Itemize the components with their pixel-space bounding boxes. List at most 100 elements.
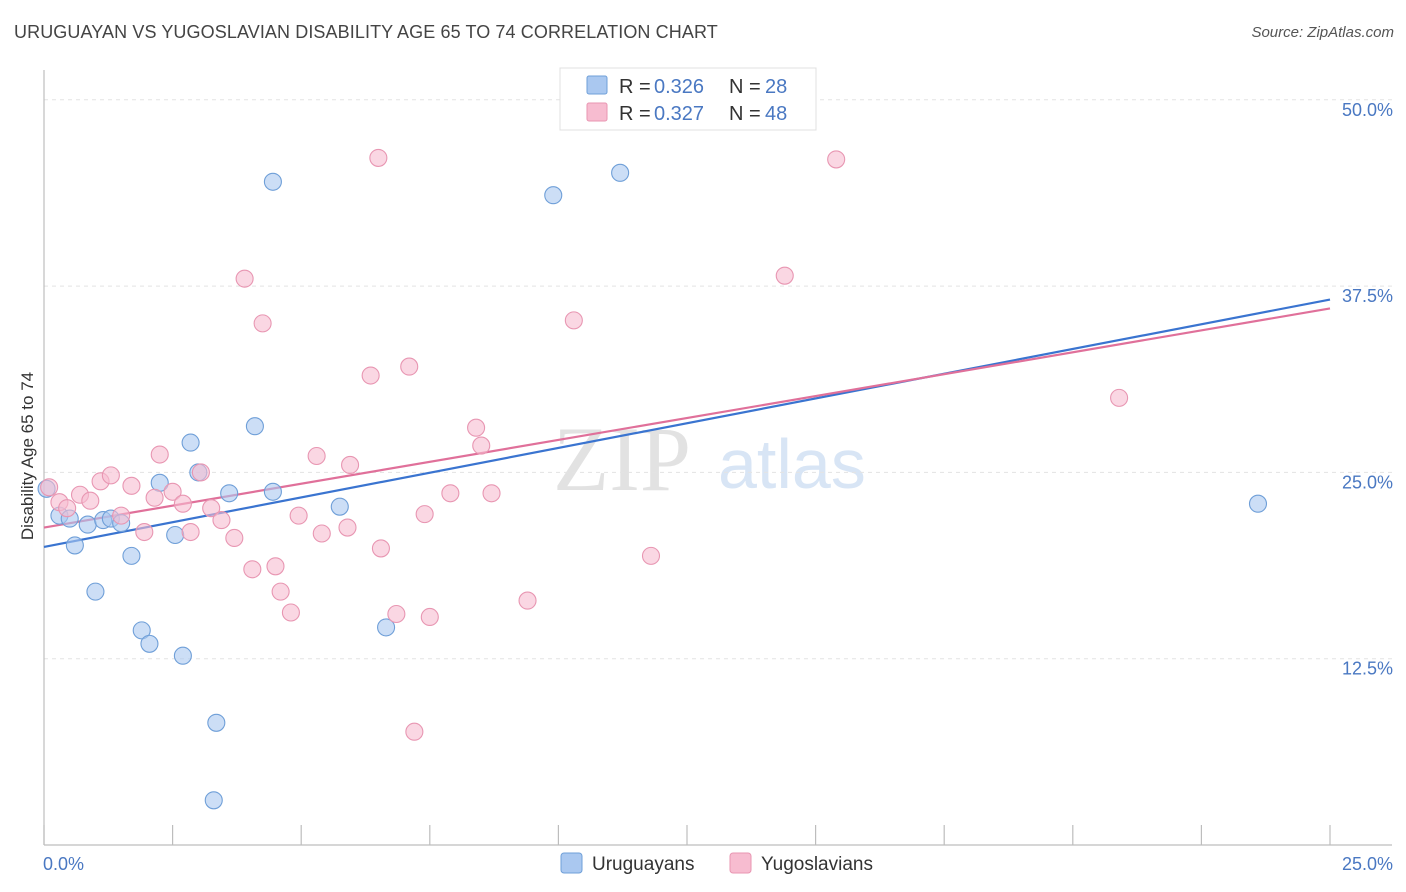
series-legend-label-uruguayans: Uruguayans <box>592 854 694 875</box>
point-yugoslavians <box>58 499 77 518</box>
point-uruguayans <box>377 618 396 637</box>
point-uruguayans <box>544 186 563 205</box>
y-tick-label: 12.5% <box>1342 659 1393 679</box>
watermark: ZIP atlas <box>553 408 866 510</box>
point-yugoslavians <box>472 436 491 455</box>
point-yugoslavians <box>40 478 59 497</box>
point-yugoslavians <box>441 484 460 503</box>
point-yugoslavians <box>81 491 100 510</box>
point-yugoslavians <box>371 539 390 558</box>
point-yugoslavians <box>467 418 486 437</box>
y-tick-label: 50.0% <box>1342 100 1393 120</box>
series-legend: Uruguayans Yugoslavians <box>560 852 873 875</box>
point-uruguayans <box>1248 494 1268 513</box>
y-tick-label: 25.0% <box>1342 472 1393 492</box>
point-yugoslavians <box>387 604 406 624</box>
point-yugoslavians <box>253 314 272 333</box>
legend-n-value-1: 28 <box>765 76 787 98</box>
point-yugoslavians <box>243 560 262 579</box>
point-yugoslavians <box>145 488 164 507</box>
series-legend-swatch-yugoslavians <box>729 852 752 874</box>
x-tick-label: 25.0% <box>1342 854 1393 874</box>
point-yugoslavians <box>150 445 169 464</box>
point-yugoslavians <box>281 603 300 622</box>
point-uruguayans <box>207 713 226 732</box>
point-yugoslavians <box>235 269 254 288</box>
data-points <box>37 148 1268 810</box>
point-yugoslavians <box>338 518 357 537</box>
point-yugoslavians <box>202 499 221 518</box>
legend-n-label-1: N = <box>729 76 761 98</box>
point-yugoslavians <box>271 582 290 601</box>
legend-n-value-2: 48 <box>765 103 787 125</box>
point-uruguayans <box>140 634 159 653</box>
point-yugoslavians <box>641 546 661 565</box>
point-yugoslavians <box>564 311 583 330</box>
point-yugoslavians <box>101 466 120 485</box>
axes <box>43 70 1392 846</box>
x-tick-label: 0.0% <box>43 854 84 874</box>
y-tick-label: 37.5% <box>1342 286 1393 306</box>
point-yugoslavians <box>122 476 141 495</box>
trend-line-yugoslavians <box>43 307 1331 529</box>
point-uruguayans <box>181 433 200 452</box>
point-yugoslavians <box>163 482 182 501</box>
point-yugoslavians <box>482 484 501 503</box>
point-uruguayans <box>263 172 282 191</box>
point-uruguayans <box>65 536 84 555</box>
series-legend-swatch-uruguayans <box>560 852 583 874</box>
point-uruguayans <box>122 546 141 565</box>
point-yugoslavians <box>181 522 200 542</box>
point-yugoslavians <box>415 505 434 524</box>
point-yugoslavians <box>289 506 308 525</box>
point-uruguayans <box>86 582 105 601</box>
source-label: Source: ZipAtlas.com <box>1251 24 1394 41</box>
point-yugoslavians <box>369 148 388 167</box>
point-yugoslavians <box>361 366 380 385</box>
point-uruguayans <box>263 482 282 501</box>
point-yugoslavians <box>307 446 326 466</box>
watermark-atlas: atlas <box>718 425 866 503</box>
trend-lines <box>43 298 1331 549</box>
point-yugoslavians <box>405 722 424 741</box>
tick-labels: 12.5% 25.0% 37.5% 50.0% 0.0% 25.0% <box>43 100 1393 874</box>
chart-title: URUGUAYAN VS YUGOSLAVIAN DISABILITY AGE … <box>14 22 718 42</box>
point-yugoslavians <box>312 524 331 543</box>
legend-r-value-1: 0.326 <box>654 76 704 98</box>
point-uruguayans <box>166 525 185 545</box>
series-legend-label-yugoslavians: Yugoslavians <box>761 854 873 875</box>
point-yugoslavians <box>212 511 231 530</box>
point-uruguayans <box>220 484 239 503</box>
point-uruguayans <box>204 791 223 810</box>
legend-r-value-2: 0.327 <box>654 103 704 125</box>
legend-r-label-1: R = <box>619 76 651 98</box>
point-uruguayans <box>611 163 630 182</box>
point-uruguayans <box>330 497 349 516</box>
point-yugoslavians <box>341 455 360 475</box>
legend-swatch-uruguayans <box>586 75 608 95</box>
point-uruguayans <box>173 646 192 665</box>
legend-n-label-2: N = <box>729 103 761 125</box>
point-yugoslavians <box>266 557 285 576</box>
legend-r-label-2: R = <box>619 103 651 125</box>
point-yugoslavians <box>135 522 154 542</box>
point-yugoslavians <box>420 607 439 627</box>
point-yugoslavians <box>1110 388 1129 407</box>
watermark-zip: ZIP <box>553 408 691 510</box>
gridlines <box>44 99 1392 660</box>
point-yugoslavians <box>191 463 210 482</box>
point-uruguayans <box>78 515 97 534</box>
point-uruguayans <box>132 621 151 640</box>
point-yugoslavians <box>112 506 131 525</box>
point-yugoslavians <box>775 266 794 285</box>
correlation-legend: R = 0.326 N = 28 R = 0.327 N = 48 <box>559 67 817 131</box>
point-yugoslavians <box>225 528 244 548</box>
point-yugoslavians <box>518 591 537 610</box>
point-yugoslavians <box>827 150 846 169</box>
point-yugoslavians <box>173 494 192 513</box>
legend-swatch-yugoslavians <box>586 102 608 122</box>
point-yugoslavians <box>400 357 419 376</box>
point-uruguayans <box>245 417 264 436</box>
trend-line-uruguayans <box>43 298 1331 549</box>
